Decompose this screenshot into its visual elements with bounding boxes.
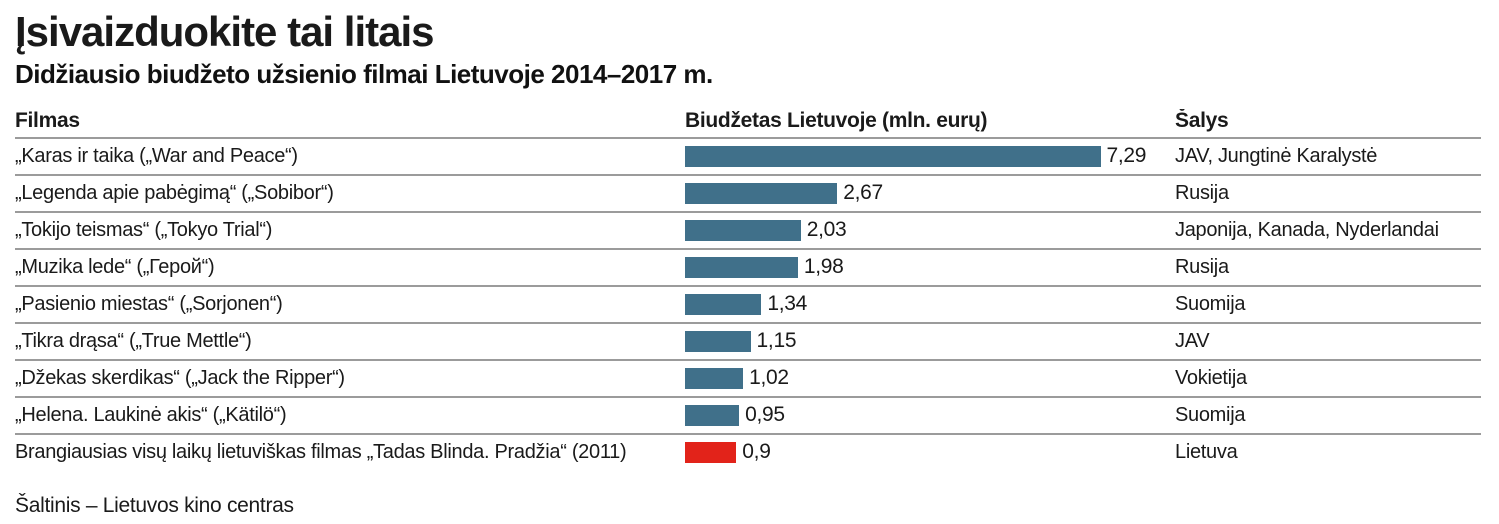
film-name: „Tokijo teismas“ („Tokyo Trial“) xyxy=(15,218,273,241)
film-name: „Legenda apie pabėgimą“ („Sobibor“) xyxy=(15,181,334,204)
budget-table: Filmas Biudžetas Lietuvoje (mln. eurų) Š… xyxy=(15,105,1481,470)
budget-cell: 1,02 xyxy=(685,366,1175,390)
budget-value-label: 1,34 xyxy=(767,292,808,316)
budget-value-label: 2,03 xyxy=(806,218,847,242)
country-name: Lietuva xyxy=(1175,440,1238,463)
budget-value-label: 0,95 xyxy=(745,403,785,427)
budget-bar xyxy=(685,404,740,426)
film-name: „Muzika lede“ („Герой“) xyxy=(15,255,215,278)
source-note: Šaltinis – Lietuvos kino centras xyxy=(15,493,294,517)
budget-cell: 0,95 xyxy=(685,403,1175,427)
country-name: Vokietija xyxy=(1175,366,1247,389)
country-name: Suomija xyxy=(1175,403,1246,426)
budget-value-label: 1,15 xyxy=(756,329,797,353)
country-name: Rusija xyxy=(1175,181,1229,204)
budget-value-label: 1,02 xyxy=(749,366,789,390)
country-name: Suomija xyxy=(1175,292,1246,315)
table-row: Brangiausias visų laikų lietuviškas film… xyxy=(15,435,1481,470)
country-name: Rusija xyxy=(1175,255,1229,278)
table-row: „Tokijo teismas“ („Tokyo Trial“) 2,03 Japo… xyxy=(15,213,1481,250)
chart-subtitle: Didžiausio biudžeto užsienio filmai Liet… xyxy=(15,59,713,90)
budget-value-label: 0,9 xyxy=(742,440,771,464)
budget-bar xyxy=(685,145,1101,167)
budget-value-label: 2,67 xyxy=(843,181,883,205)
budget-value-label: 7,29 xyxy=(1106,144,1147,168)
film-name: „Džekas skerdikas“ („Jack the Ripper“) xyxy=(15,366,345,389)
budget-cell: 1,34 xyxy=(685,292,1175,316)
table-body: „Karas ir taika („War and Peace“) 7,29 JAV… xyxy=(15,139,1481,470)
film-name: „Tikra drąsa“ („True Mettle“) xyxy=(15,329,252,352)
budget-cell: 1,15 xyxy=(685,329,1175,353)
budget-bar-highlighted xyxy=(685,441,737,463)
film-name: „Karas ir taika („War and Peace“) xyxy=(15,144,298,167)
chart-title: Įsivaizduokite tai litais xyxy=(15,8,434,55)
column-header-budget: Biudžetas Lietuvoje (mln. eurų) xyxy=(685,108,988,132)
table-row: „Pasienio miestas“ („Sorjonen“) 1,34 Suomi… xyxy=(15,287,1481,324)
budget-bar xyxy=(685,182,838,204)
country-name: Japonija, Kanada, Nyderlandai xyxy=(1175,218,1439,241)
budget-bar xyxy=(685,367,744,389)
table-row: „Helena. Laukinė akis“ („Kätilö“) 0,95 Suo… xyxy=(15,398,1481,435)
country-name: JAV, Jungtinė Karalystė xyxy=(1175,144,1378,167)
column-header-country: Šalys xyxy=(1175,108,1229,132)
budget-bar xyxy=(685,256,798,278)
budget-cell: 7,29 xyxy=(685,144,1175,168)
table-row: „Džekas skerdikas“ („Jack the Ripper“) 1,… xyxy=(15,361,1481,398)
film-name: „Pasienio miestas“ („Sorjonen“) xyxy=(15,292,283,315)
table-row: „Karas ir taika („War and Peace“) 7,29 JAV… xyxy=(15,139,1481,176)
budget-value-label: 1,98 xyxy=(803,255,844,279)
table-row: „Muzika lede“ („Герой“) 1,98 Rusija xyxy=(15,250,1481,287)
budget-cell: 2,03 xyxy=(685,218,1175,242)
budget-bar xyxy=(685,219,801,241)
budget-bar xyxy=(685,330,751,352)
film-name: „Helena. Laukinė akis“ („Kätilö“) xyxy=(15,403,287,426)
film-name: Brangiausias visų laikų lietuviškas film… xyxy=(15,440,627,463)
budget-cell: 1,98 xyxy=(685,255,1175,279)
country-name: JAV xyxy=(1175,329,1210,352)
table-row: „Tikra drąsa“ („True Mettle“) 1,15 JAV xyxy=(15,324,1481,361)
budget-cell: 2,67 xyxy=(685,181,1175,205)
table-row: „Legenda apie pabėgimą“ („Sobibor“) 2,67 R… xyxy=(15,176,1481,213)
table-header: Filmas Biudžetas Lietuvoje (mln. eurų) Š… xyxy=(15,105,1481,139)
budget-bar xyxy=(685,293,762,315)
column-header-film: Filmas xyxy=(15,108,80,132)
budget-cell: 0,9 xyxy=(685,440,1175,464)
